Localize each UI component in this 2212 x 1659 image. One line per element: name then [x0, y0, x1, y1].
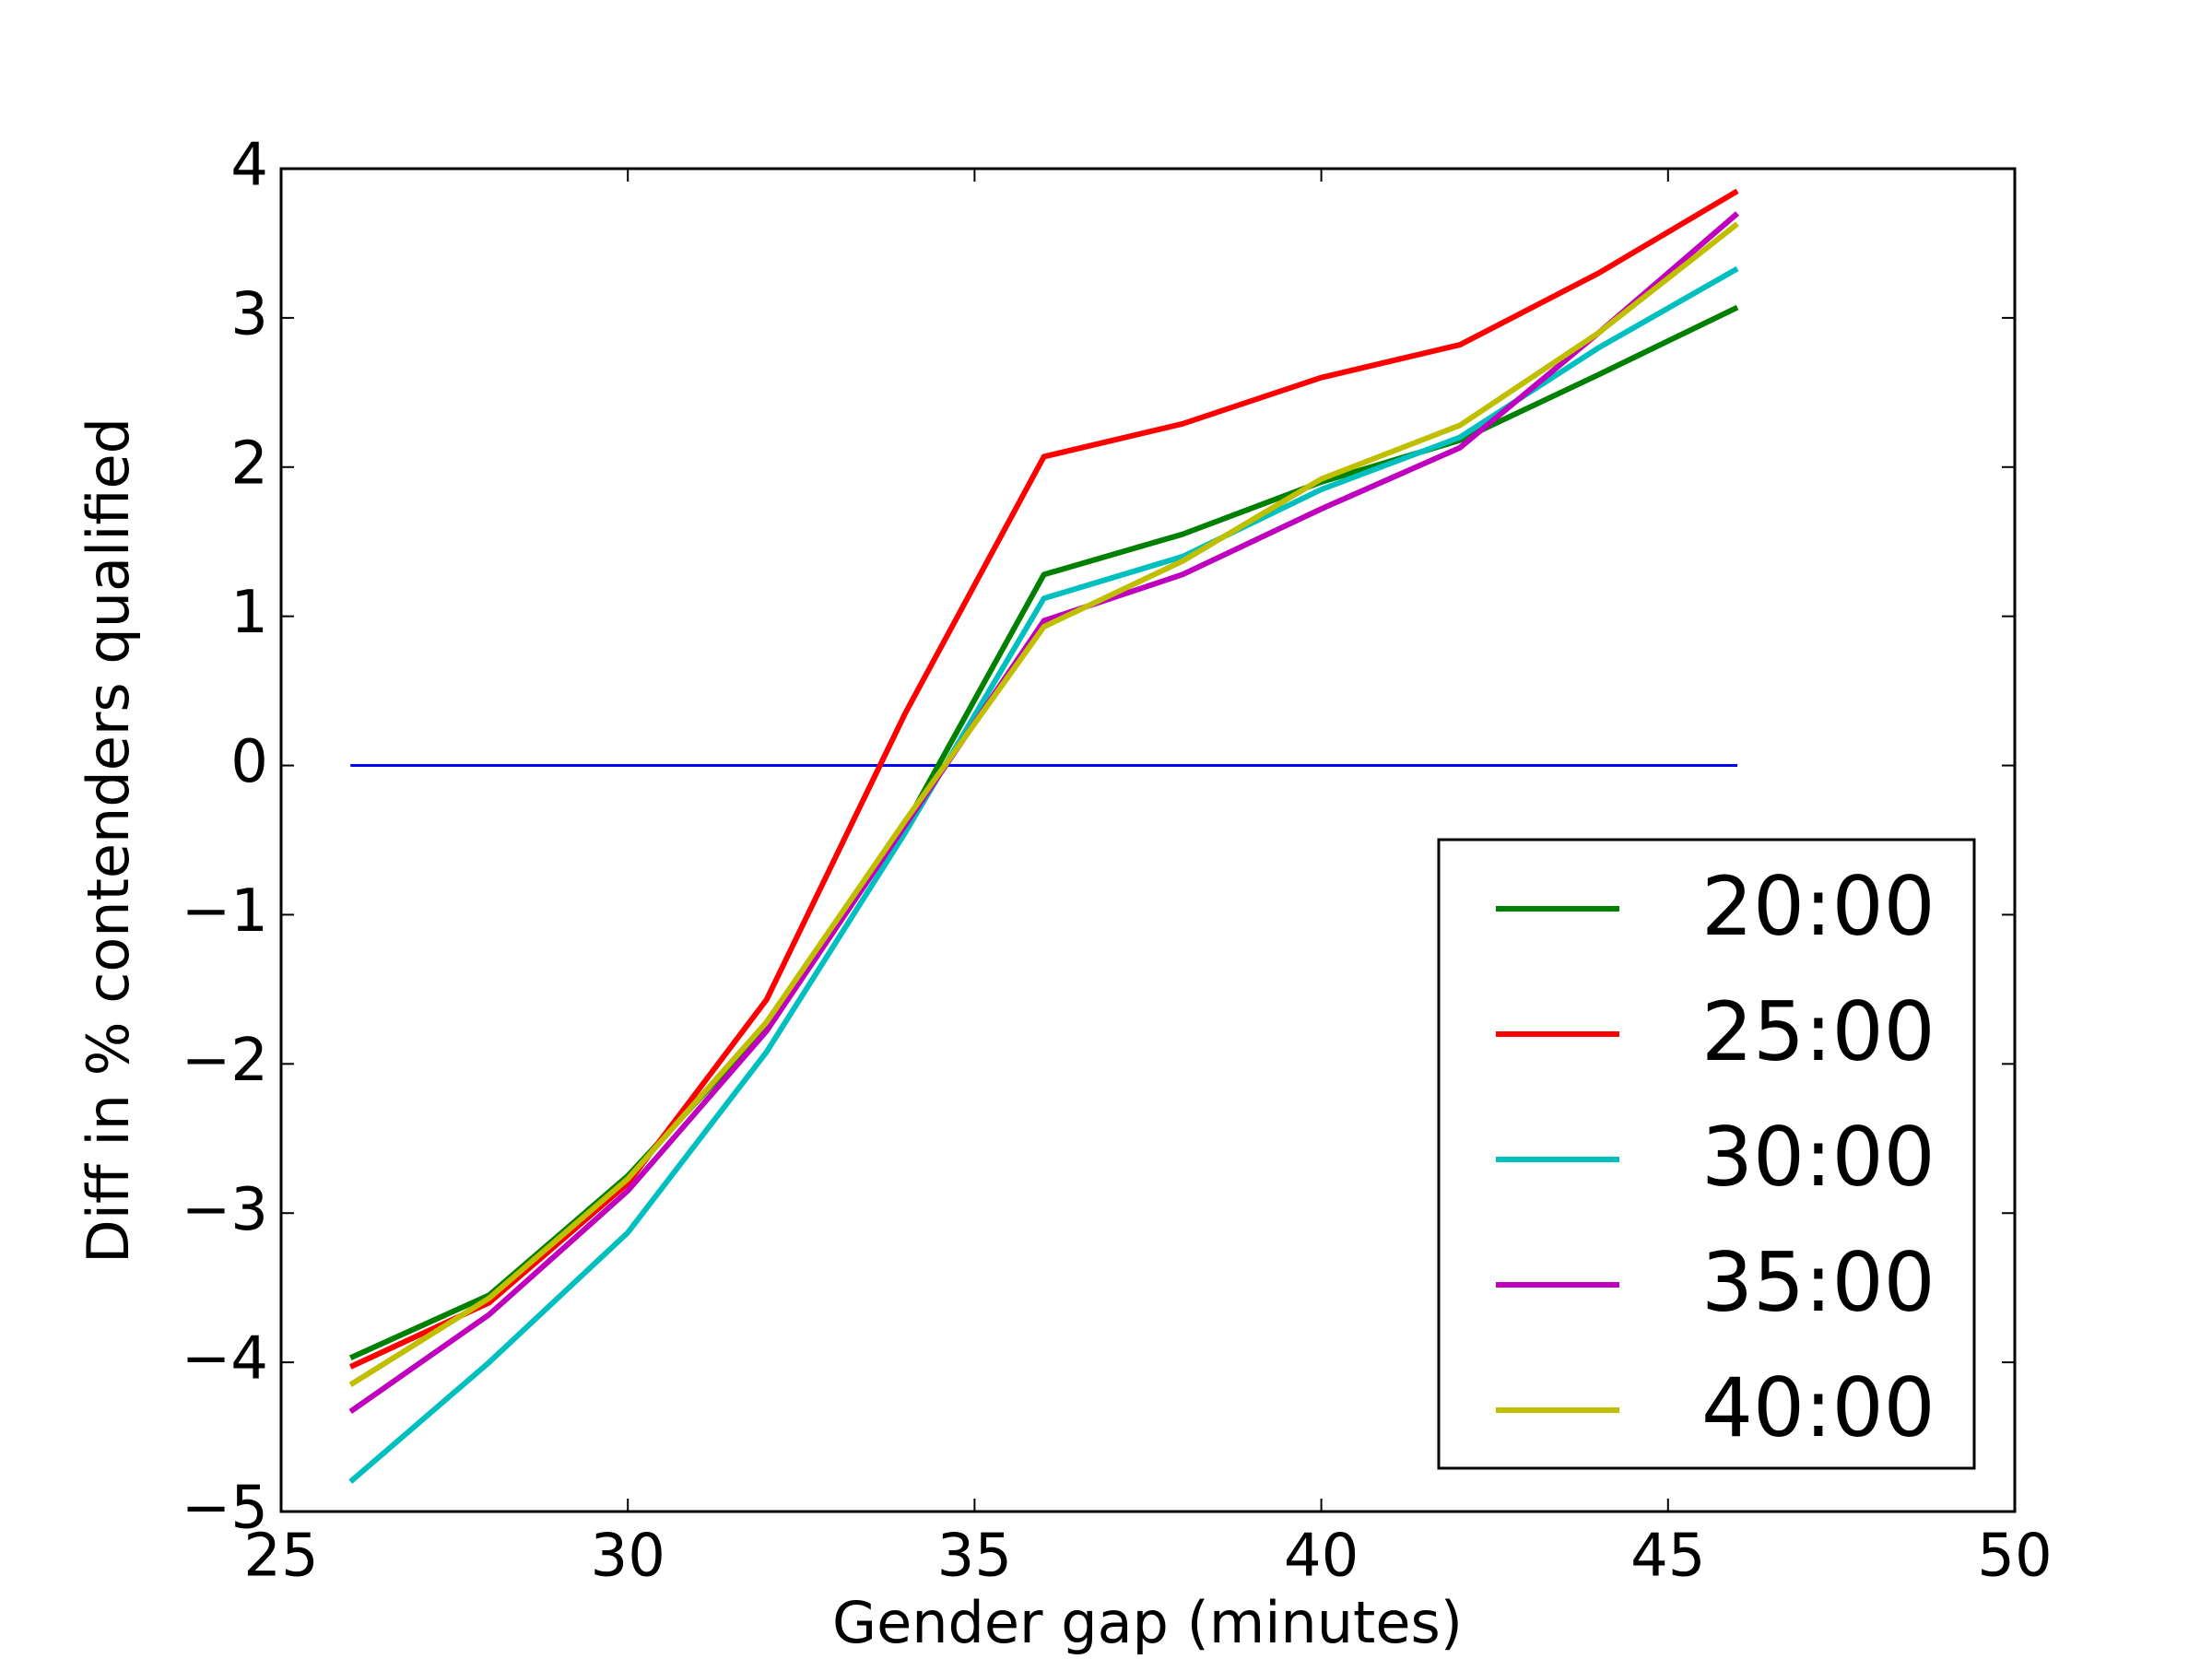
y-tick-label: −4 — [182, 1325, 268, 1394]
data-line — [348, 211, 1739, 1414]
y-tick-label: 3 — [230, 280, 268, 348]
legend-label: 30:00 — [1701, 1110, 1936, 1205]
y-tick-label: 2 — [230, 429, 268, 498]
legend-box — [1437, 838, 1976, 1470]
legend-label: 25:00 — [1701, 984, 1936, 1079]
x-tick-label: 45 — [1630, 1523, 1705, 1591]
y-tick-label: −1 — [182, 877, 268, 946]
y-tick-label: −2 — [182, 1027, 268, 1095]
x-axis-label: Gender gap (minutes) — [832, 1589, 1463, 1656]
legend-label: 40:00 — [1701, 1360, 1936, 1455]
legend-label: 20:00 — [1701, 859, 1936, 954]
x-tick-label: 25 — [243, 1523, 318, 1591]
y-tick-label: 0 — [230, 728, 268, 796]
x-tick-label: 40 — [1284, 1523, 1359, 1591]
data-line — [348, 188, 1739, 1370]
y-tick-label: 1 — [230, 579, 268, 647]
x-tick-label: 35 — [937, 1523, 1012, 1591]
y-tick-label: 4 — [230, 132, 268, 200]
data-line — [348, 221, 1739, 1387]
y-tick-label: −3 — [182, 1176, 268, 1244]
y-axis-label: Diff in % contenders qualified — [75, 418, 142, 1264]
x-tick-label: 50 — [1977, 1523, 2052, 1591]
plot-frame — [279, 167, 2017, 1513]
legend-label: 35:00 — [1701, 1235, 1936, 1330]
x-tick-label: 30 — [590, 1523, 665, 1591]
y-tick-label: −5 — [182, 1475, 268, 1543]
